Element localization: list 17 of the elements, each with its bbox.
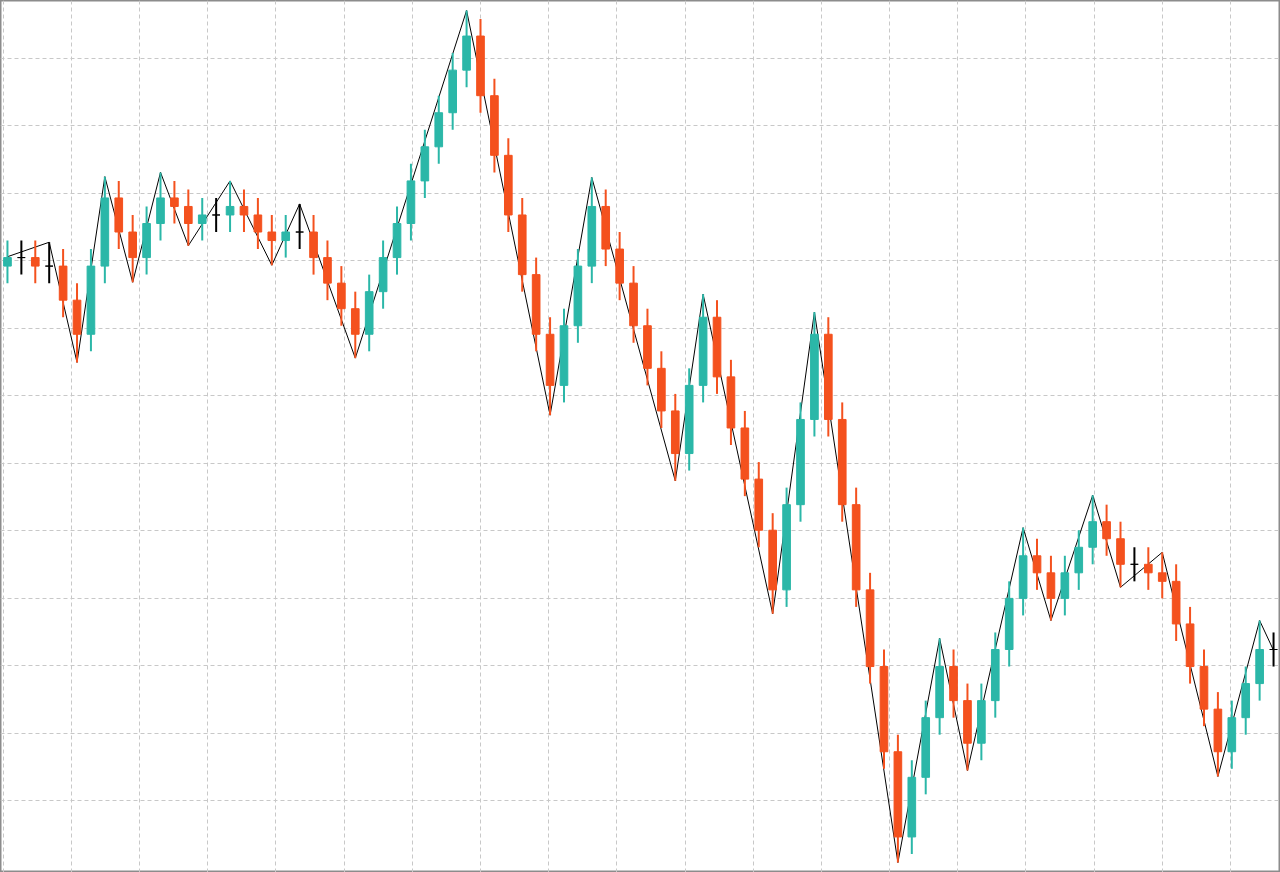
- candlestick: [239, 188, 249, 234]
- candlestick: [44, 241, 54, 285]
- candlestick: [295, 202, 304, 251]
- candlestick: [3, 239, 12, 285]
- candlestick: [1144, 546, 1153, 591]
- candlestick: [281, 213, 291, 259]
- candlestick: [30, 239, 40, 285]
- candlestick: [225, 179, 235, 234]
- candlestick: [253, 196, 263, 251]
- candlestick: [211, 196, 221, 234]
- candlestick: [184, 188, 193, 247]
- candlestick: [197, 196, 207, 242]
- candlestick: [1102, 503, 1111, 557]
- candlestick: [1032, 537, 1042, 591]
- candlestick: [267, 213, 277, 267]
- candlestick: [170, 179, 179, 225]
- candlestick: [1157, 551, 1167, 600]
